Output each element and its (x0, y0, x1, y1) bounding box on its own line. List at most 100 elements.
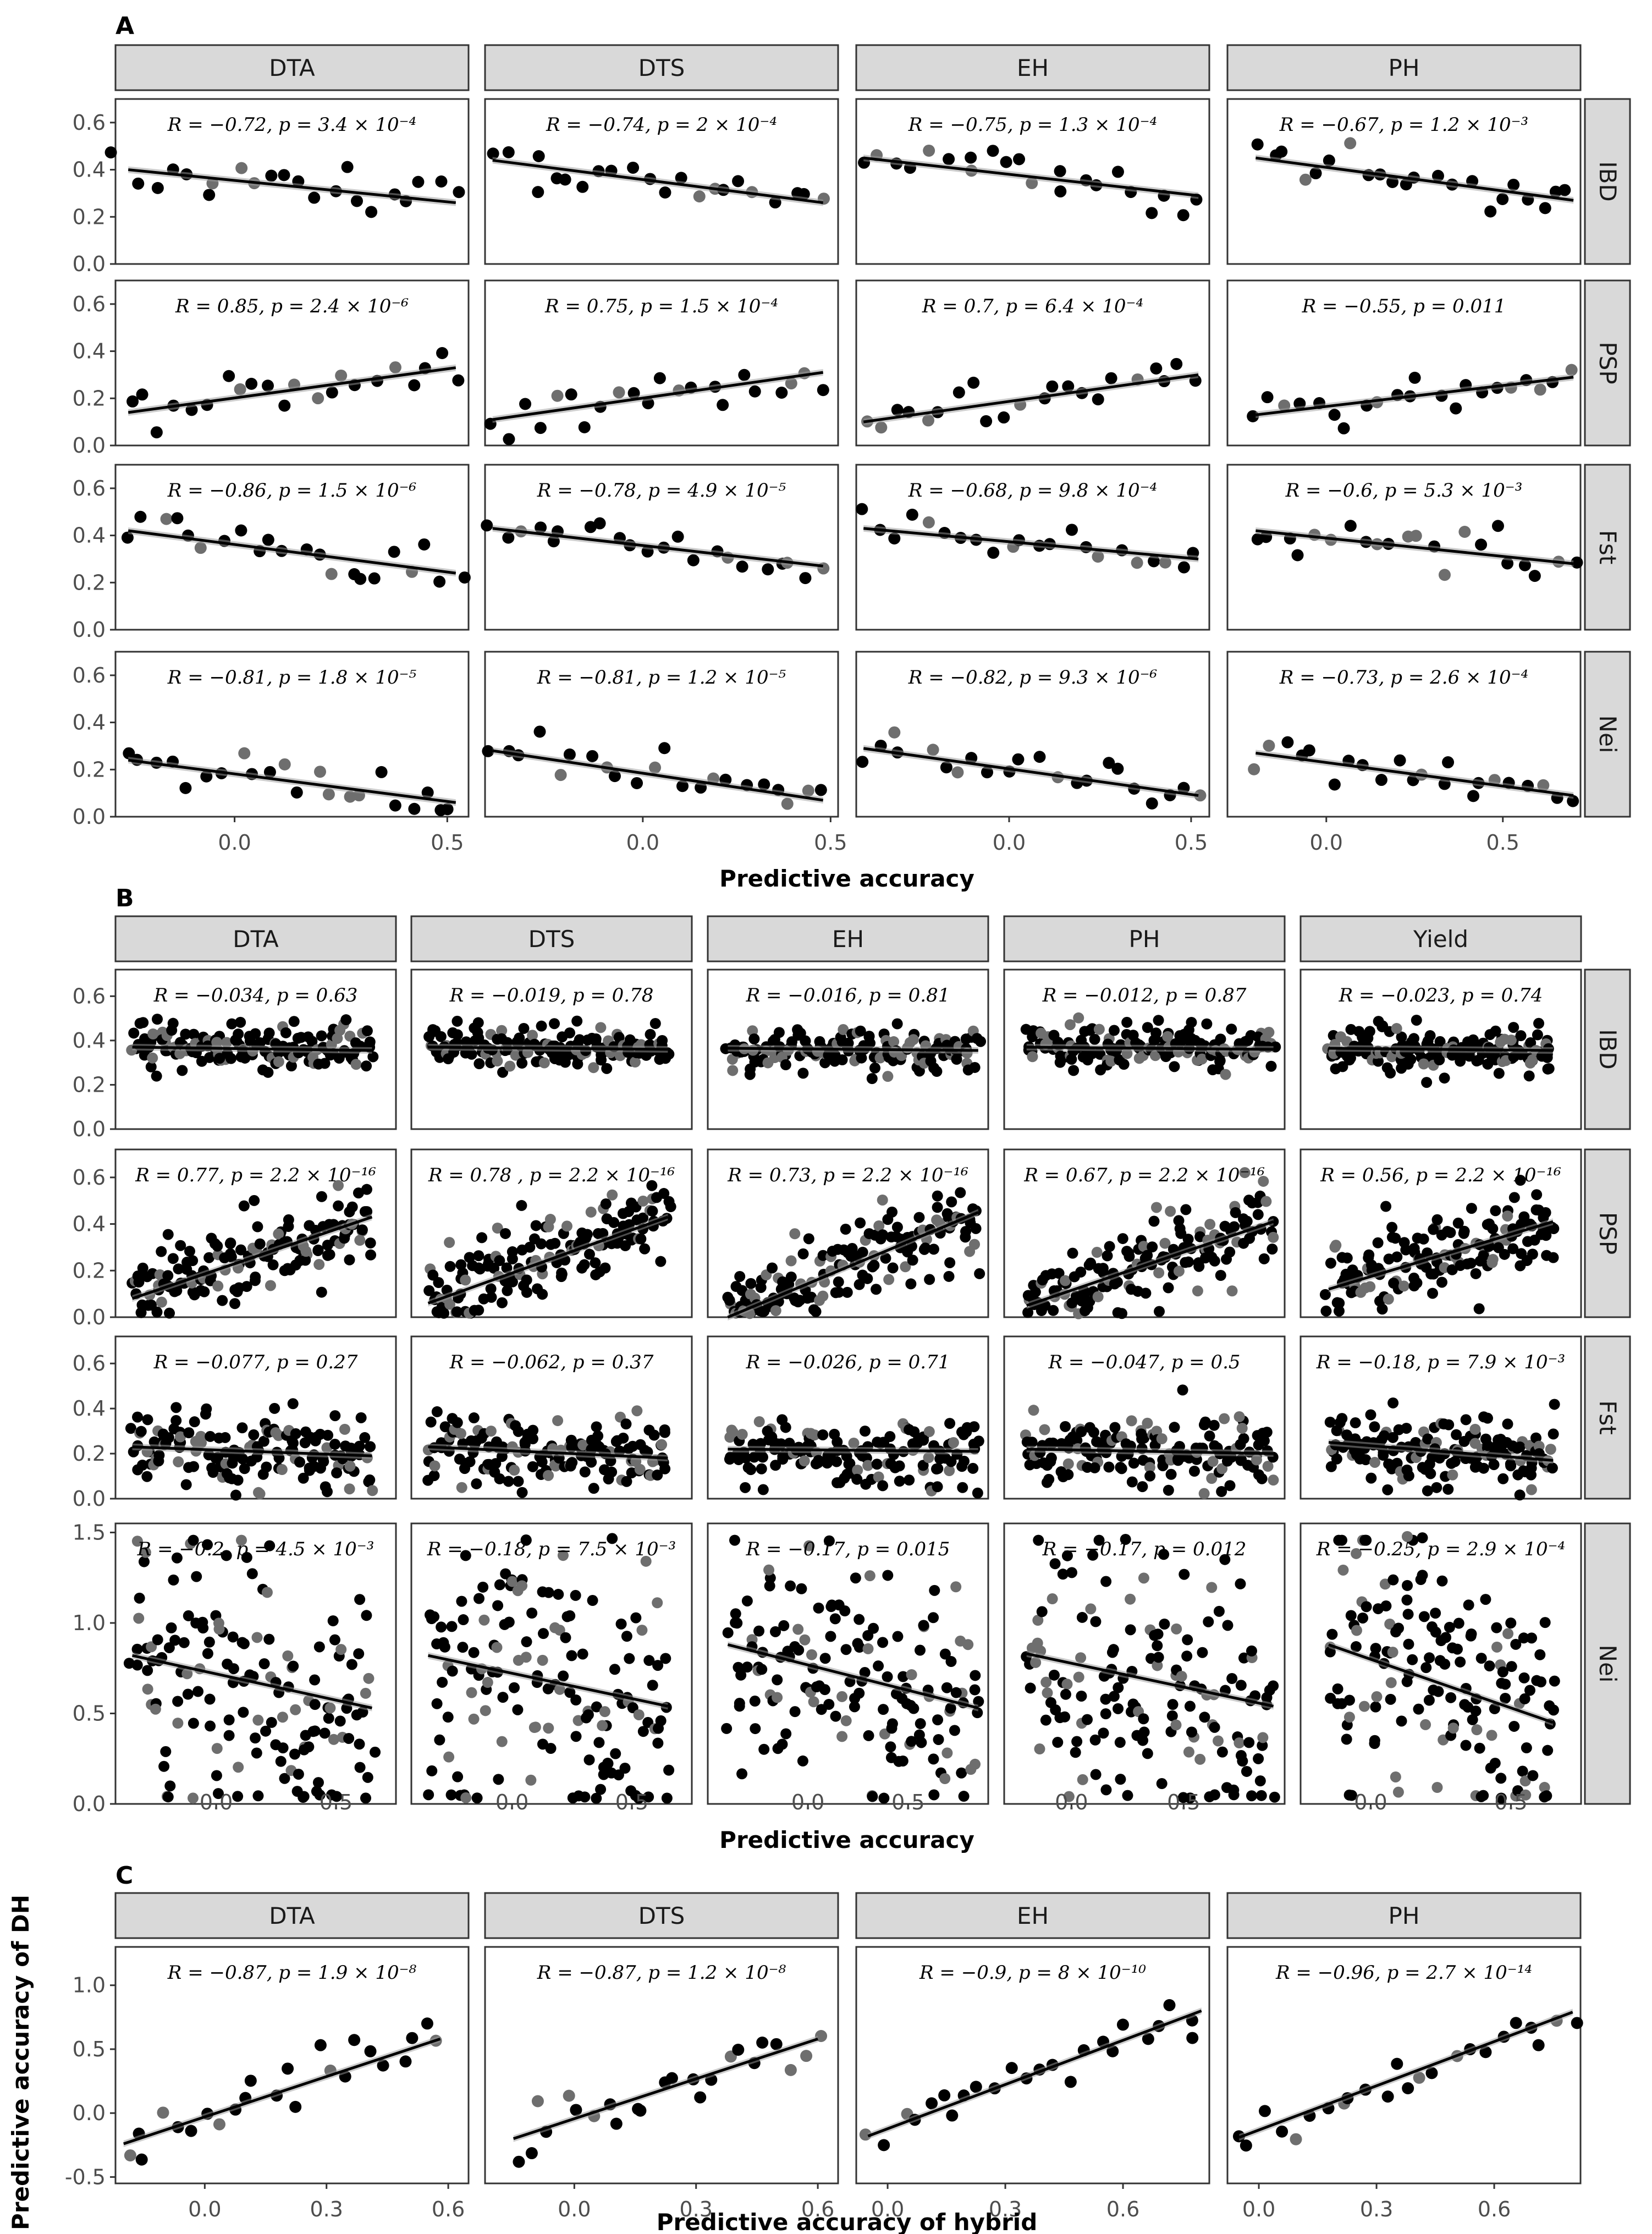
data-point (492, 1600, 504, 1611)
data-point (741, 1595, 753, 1606)
data-point (582, 1709, 594, 1720)
data-point (290, 1428, 301, 1439)
data-point (1430, 1608, 1441, 1619)
data-point (228, 1663, 239, 1675)
data-point (928, 1789, 940, 1801)
data-point (1046, 380, 1059, 393)
data-point (1045, 1452, 1057, 1464)
data-point (423, 1789, 434, 1801)
data-point (1495, 1792, 1507, 1804)
data-point (633, 1709, 645, 1720)
data-point (1137, 1735, 1149, 1746)
data-point (172, 1696, 184, 1707)
data-point (219, 1432, 231, 1443)
data-point (1375, 774, 1387, 786)
data-point (1515, 1030, 1527, 1042)
correlation-annotation: R = 0.85, p = 2.4 × 10⁻⁶ (175, 295, 409, 317)
data-point (331, 1791, 343, 1802)
data-point (882, 1671, 893, 1682)
data-point (1442, 756, 1455, 769)
data-point (1325, 1257, 1336, 1269)
correlation-annotation: R = 0.67, p = 2.2 × 10⁻¹⁶ (1023, 1164, 1265, 1186)
data-point (314, 1789, 326, 1801)
data-point (676, 780, 689, 793)
data-point (840, 1224, 851, 1235)
data-point (269, 1402, 280, 1414)
data-point (1163, 1282, 1174, 1294)
data-point (1387, 1574, 1399, 1586)
data-point (492, 1055, 503, 1067)
data-point (473, 1305, 484, 1316)
data-point (750, 1723, 761, 1735)
data-point (1475, 1653, 1487, 1664)
data-point (1258, 2105, 1271, 2117)
data-point (970, 1223, 982, 1234)
data-point (570, 1589, 581, 1601)
data-point (280, 1027, 291, 1038)
data-point (1505, 1617, 1517, 1629)
data-point (1337, 422, 1350, 434)
data-point (543, 1723, 554, 1734)
data-point (894, 1460, 905, 1472)
data-point (634, 1463, 646, 1475)
data-point (648, 1429, 660, 1441)
data-point (364, 2045, 377, 2057)
data-point (687, 554, 700, 566)
data-point (665, 2072, 678, 2084)
data-point (1381, 2090, 1394, 2103)
data-point (1411, 1014, 1422, 1026)
data-point (1281, 736, 1294, 749)
regression-line (867, 2009, 1202, 2138)
data-point (1541, 1052, 1553, 1063)
data-point (232, 1791, 244, 1802)
data-point (441, 803, 454, 816)
data-point (652, 1470, 663, 1481)
data-point (1402, 1609, 1414, 1620)
data-point (145, 1061, 157, 1072)
data-point (600, 1198, 612, 1209)
data-point (1478, 1462, 1489, 1474)
data-point (433, 575, 446, 588)
data-point (1380, 1600, 1392, 1612)
data-point (263, 1633, 275, 1645)
data-point (724, 1295, 735, 1306)
data-point (1048, 1305, 1059, 1316)
regression-line (128, 758, 456, 804)
data-point (205, 1720, 216, 1732)
data-point (1093, 1534, 1105, 1546)
data-point (164, 1780, 176, 1792)
correlation-annotation: R = −0.73, p = 2.6 × 10⁻⁴ (1279, 667, 1528, 689)
data-point (328, 1734, 339, 1745)
data-point (266, 1716, 277, 1728)
data-point (527, 1433, 538, 1445)
data-point (1531, 1675, 1543, 1686)
data-point (753, 1416, 765, 1427)
data-point (492, 1222, 503, 1234)
data-point (516, 1487, 528, 1498)
data-point (451, 1029, 463, 1041)
data-point (516, 1199, 527, 1211)
data-point (329, 1439, 341, 1450)
data-point (756, 1463, 767, 1474)
data-point (591, 1792, 602, 1804)
data-point (637, 1726, 649, 1737)
data-point (643, 1791, 654, 1803)
data-point (1328, 778, 1341, 791)
data-point (1350, 1641, 1362, 1653)
data-point (944, 1257, 956, 1268)
data-point (512, 1704, 524, 1715)
data-point (1170, 357, 1183, 370)
data-point (314, 2039, 327, 2051)
data-point (581, 1229, 593, 1240)
data-point (527, 1030, 538, 1041)
regression-line (1238, 2011, 1573, 2139)
data-point (1398, 1280, 1409, 1292)
row-strip-label: IBD (1594, 161, 1621, 202)
data-point (1523, 1070, 1535, 1082)
data-point (538, 1057, 550, 1069)
column-strip-label: DTA (233, 926, 279, 953)
y-tick-label: 0.0 (73, 433, 106, 458)
data-point (361, 1184, 372, 1195)
correlation-annotation: R = −0.25, p = 2.9 × 10⁻⁴ (1316, 1538, 1565, 1560)
data-point (235, 1244, 246, 1256)
